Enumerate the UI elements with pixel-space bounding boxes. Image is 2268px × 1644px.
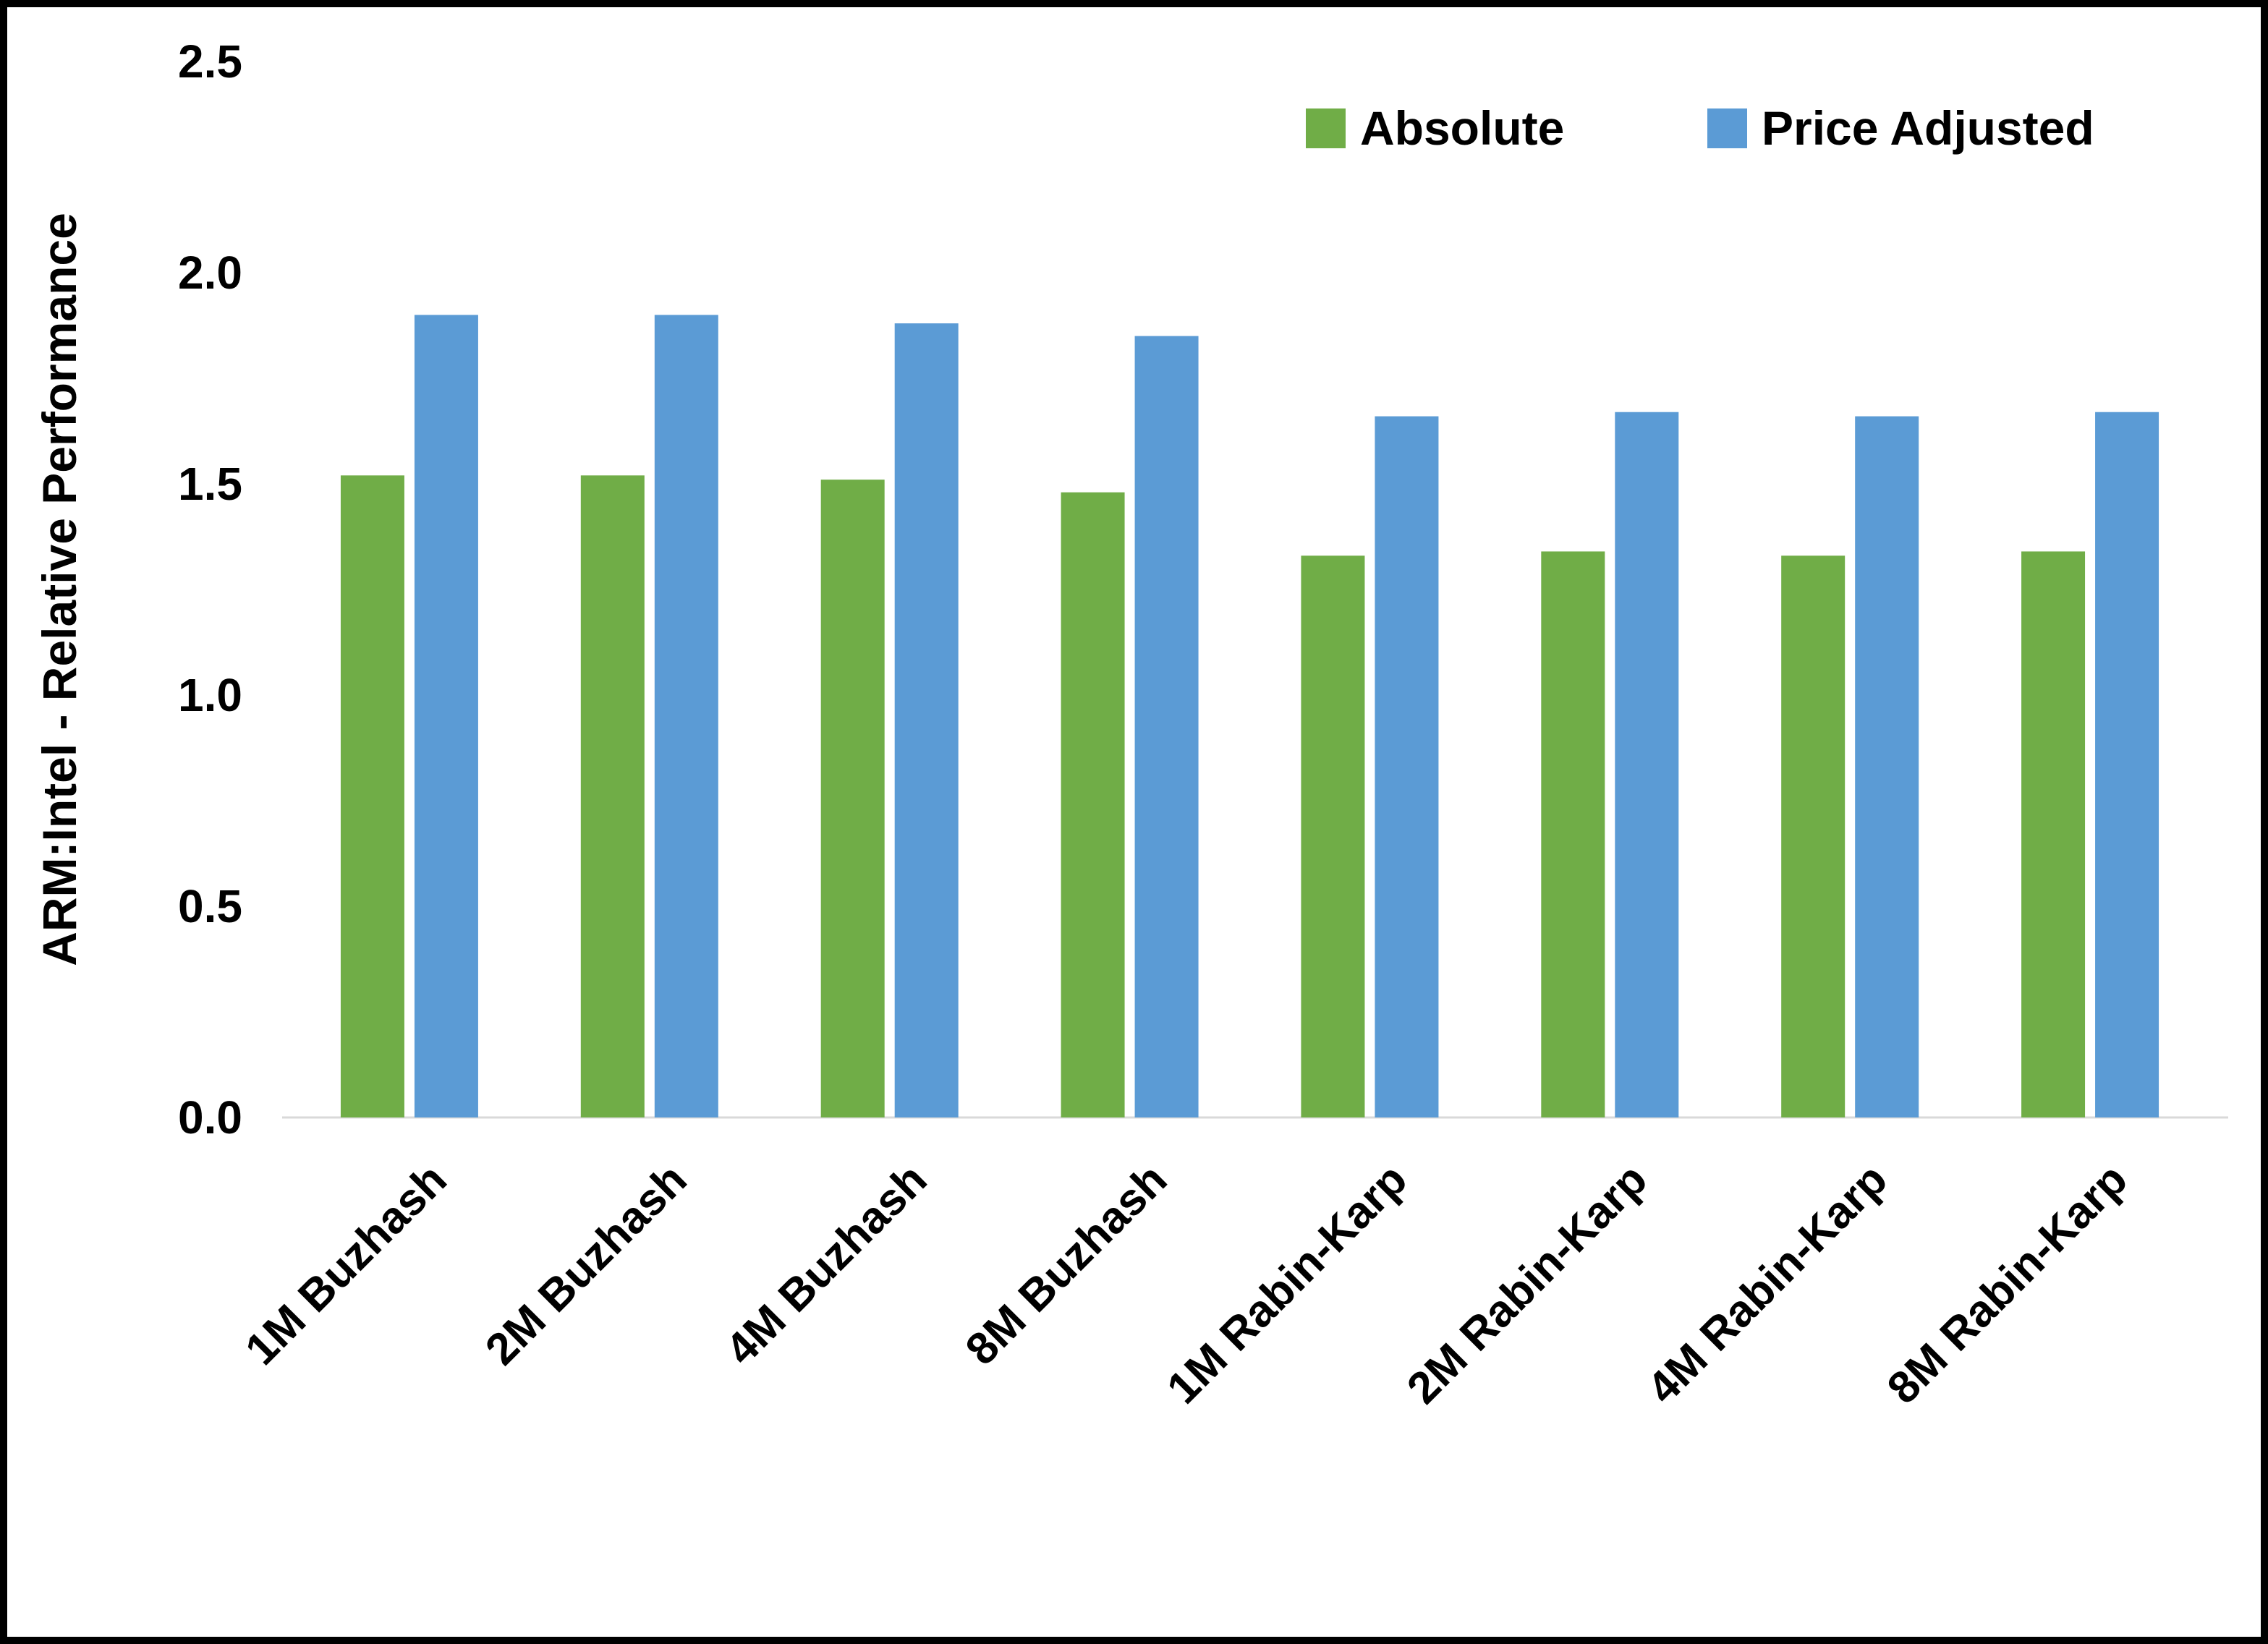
bar-price-adjusted	[894, 323, 959, 1118]
bar-price-adjusted	[1375, 416, 1439, 1117]
x-category-label: 4M Buzhash	[716, 1154, 937, 1375]
y-tick-label: 2.5	[178, 35, 242, 88]
x-category-label: 2M Buzhash	[476, 1154, 697, 1375]
bar-absolute	[1781, 555, 1846, 1117]
x-category-label: 1M Rabin-Karp	[1158, 1154, 1417, 1413]
x-category-label: 8M Buzhash	[956, 1154, 1177, 1375]
bar-absolute	[580, 475, 645, 1117]
bar-absolute	[1541, 551, 1605, 1117]
x-category-label: 2M Rabin-Karp	[1398, 1154, 1657, 1413]
bar-absolute	[1061, 492, 1125, 1117]
y-tick-label: 0.0	[178, 1091, 242, 1143]
bar-price-adjusted	[414, 315, 478, 1117]
y-tick-label: 1.5	[178, 458, 242, 510]
bar-absolute	[340, 475, 404, 1117]
y-axis-title: ARM:Intel - Relative Performance	[33, 213, 86, 966]
bar-price-adjusted	[1855, 416, 1919, 1117]
x-category-label: 4M Rabin-Karp	[1638, 1154, 1897, 1413]
bar-price-adjusted	[1615, 412, 1679, 1117]
bar-price-adjusted	[1134, 336, 1199, 1118]
bar-absolute	[820, 480, 885, 1117]
legend-swatch	[1707, 108, 1747, 148]
y-tick-label: 2.0	[178, 247, 242, 299]
x-category-label: 8M Rabin-Karp	[1878, 1154, 2137, 1413]
bar-chart: 0.0 0.5 1.0 1.5 2.0 2.5 ARM:Intel - Relative P…	[33, 35, 2228, 1413]
bar-absolute	[1301, 555, 1365, 1117]
legend-label: Absolute	[1360, 101, 1564, 155]
y-tick-label: 1.0	[178, 669, 242, 721]
y-tick-label: 0.5	[178, 880, 242, 932]
x-category-label: 1M Buzhash	[236, 1154, 456, 1375]
bar-absolute	[2021, 551, 2086, 1117]
bar-price-adjusted	[2095, 412, 2159, 1117]
bar-price-adjusted	[654, 315, 718, 1117]
legend-label: Price Adjusted	[1762, 101, 2094, 155]
legend-swatch	[1306, 108, 1346, 148]
